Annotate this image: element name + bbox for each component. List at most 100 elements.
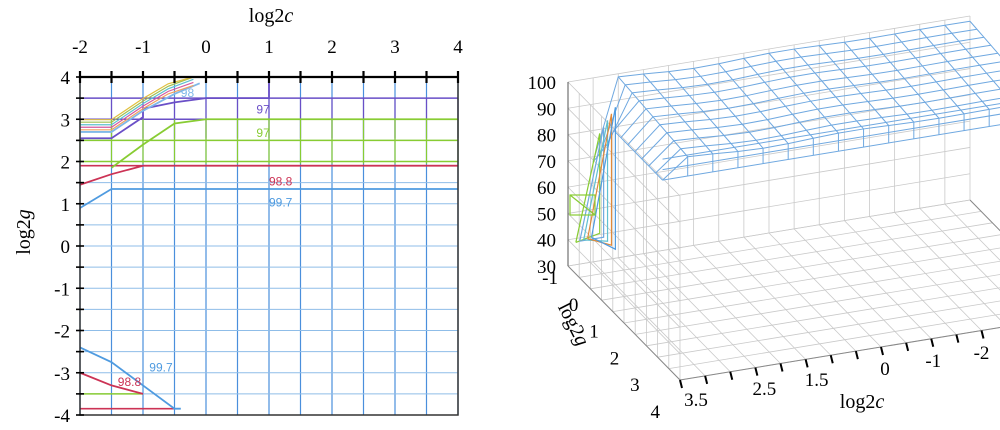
wall-grid-line <box>567 15 971 83</box>
x-tick-label: -1 <box>925 351 941 372</box>
x-tick-mark <box>854 350 859 360</box>
y-axis-label: log2g <box>553 299 593 350</box>
x-tick-label: 1 <box>264 37 274 58</box>
surface-side-line <box>662 103 1000 160</box>
surface-line <box>969 20 1000 57</box>
cliff-box-diagonal <box>569 194 596 216</box>
surface-line <box>655 97 1000 174</box>
x-tick-label: 3 <box>390 37 400 58</box>
cliff-box <box>569 194 596 216</box>
plot-frame <box>76 71 460 416</box>
z-tick-label: 60 <box>537 178 556 199</box>
cliff-line <box>590 107 616 251</box>
contour-line-98-8 <box>79 371 144 395</box>
surface-side-line <box>662 124 1000 181</box>
y-tick-label: 3 <box>630 375 640 396</box>
x-tick-mark <box>829 355 834 364</box>
wall-grid-line <box>567 41 971 109</box>
contour-label: 97 <box>256 126 270 140</box>
box-edge <box>969 199 1000 232</box>
contour-line-dense <box>80 76 194 121</box>
x-tick-mark <box>905 342 910 352</box>
floor-grid-line <box>679 327 1000 381</box>
y-tick-label: 1 <box>589 322 599 343</box>
floor-grid-line <box>635 274 1000 335</box>
surface-line <box>944 24 1000 90</box>
z-tick-label: 30 <box>537 257 556 278</box>
contour-label: 98 <box>181 86 195 100</box>
floor-grid-line <box>969 199 1000 232</box>
surface-line <box>592 20 971 163</box>
surface-line <box>606 36 984 145</box>
z-tick-label: 100 <box>528 73 557 94</box>
wall-grid-line <box>567 134 681 249</box>
x-tick-label: 3.5 <box>684 390 708 411</box>
x-tick-label: 0 <box>201 37 211 58</box>
contour-label: 99.7 <box>269 196 293 210</box>
y-axis-label: log2g <box>13 209 35 255</box>
floor-grid-line <box>623 260 1000 324</box>
x-tick-label: 2 <box>327 37 337 58</box>
z-tick-labels: 100 90 80 70 60 50 40 30 <box>528 73 557 278</box>
x-tick-label: 1.5 <box>805 370 829 391</box>
surface-mesh <box>569 20 1000 251</box>
wall-grid-line <box>567 81 681 197</box>
contour-line-97 <box>80 77 270 140</box>
contour-line-99-7 <box>79 188 458 209</box>
floor-grid-line <box>944 203 1000 261</box>
x-tick-mark <box>930 338 935 347</box>
x-axis-label: log2c <box>840 391 885 413</box>
surface-line <box>662 107 1000 181</box>
y-tick-label: -2 <box>54 322 70 343</box>
y-tick-label: 4 <box>651 402 661 423</box>
contour-lines: 99.7 98.8 97 97 98 99.7 98.8 <box>79 76 458 410</box>
contour-line-98 <box>80 82 201 133</box>
x-tick-mark <box>679 379 683 389</box>
wall-grid-line <box>567 160 681 276</box>
contour-line-98-8 <box>79 164 458 186</box>
contour-line-97 <box>110 118 458 169</box>
y-tick-label: 0 <box>569 295 579 316</box>
surface-line <box>599 28 978 154</box>
x-tick-label: 2.5 <box>753 379 777 400</box>
y-tick-label: -1 <box>54 279 70 300</box>
floor-grid-line <box>601 234 1000 301</box>
x-tick-mark <box>980 330 985 339</box>
3d-axis-walls <box>567 15 1000 389</box>
x-tick-labels: -2 -1 0 1 2 3 4 <box>72 37 463 58</box>
floor-grid-line <box>668 313 1000 369</box>
x-tick-mark <box>804 359 809 368</box>
contour-label: 98.8 <box>118 375 142 389</box>
y-tick-label: 1 <box>61 195 71 216</box>
y-tick-label: 2 <box>61 153 71 174</box>
floor-grid-line <box>567 199 971 267</box>
contour-label: 99.7 <box>149 360 173 374</box>
floor-grid-line <box>590 222 993 290</box>
z-tick-label: 70 <box>537 152 556 173</box>
y-tick-label: 0 <box>61 237 71 258</box>
floor-grid-line <box>657 300 1000 358</box>
box-edge <box>567 265 681 381</box>
y-tick-labels: 4 3 2 1 0 -1 -2 -3 -4 <box>54 68 70 427</box>
box-edge <box>679 326 1000 381</box>
floor-grid-line <box>919 207 1000 291</box>
contour-label: 97 <box>256 103 270 117</box>
x-tick-mark <box>955 334 960 343</box>
contour-line-dense <box>80 76 194 123</box>
y-tick-label: -4 <box>54 406 70 427</box>
z-tick-label: 80 <box>537 126 556 147</box>
x-tick-mark <box>729 371 734 380</box>
x-tick-label: -2 <box>72 37 88 58</box>
x-tick-labels: -4-3-2-101.52.53.5 <box>684 343 990 411</box>
x-tick-label: 0 <box>880 359 890 380</box>
floor-grid-line <box>646 287 1000 347</box>
z-tick-label: 50 <box>537 204 556 225</box>
wall-grid-line <box>567 108 681 223</box>
y-tick-label: 2 <box>610 348 620 369</box>
contour-line-dense <box>80 81 194 128</box>
y-tick-label: -1 <box>542 268 558 289</box>
x-tick-label: -2 <box>974 343 990 364</box>
contour-line-dense <box>80 78 194 126</box>
